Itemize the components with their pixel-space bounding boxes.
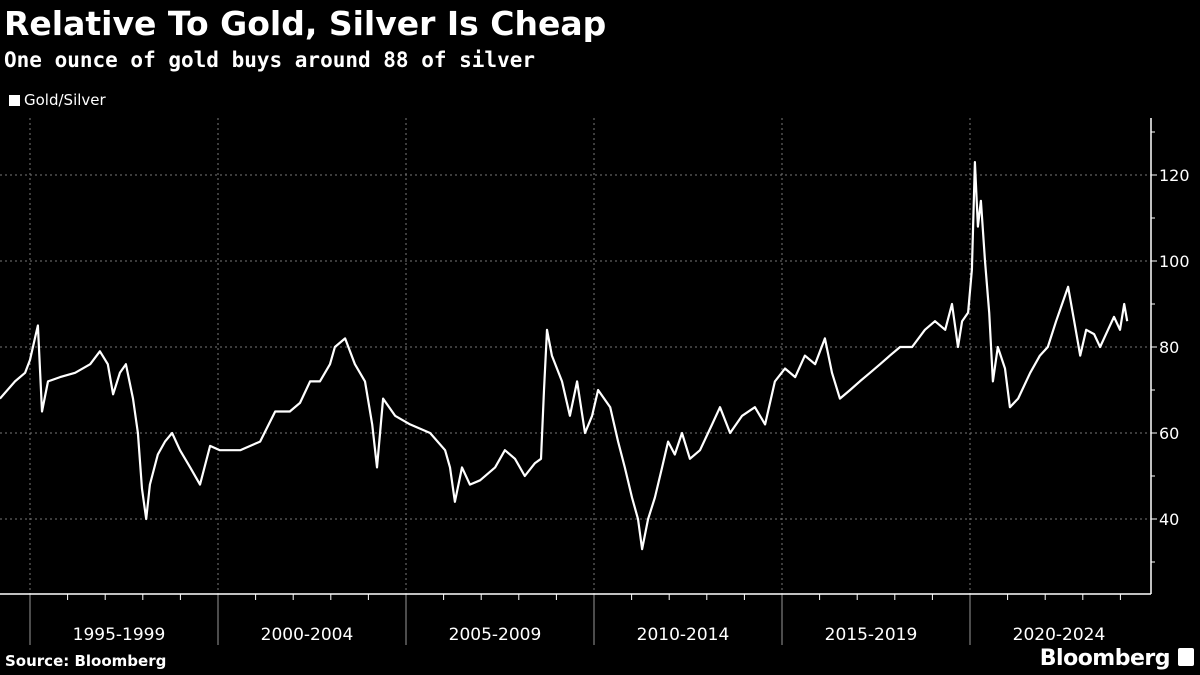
x-group-label: 2005-2009 bbox=[449, 625, 542, 645]
legend-swatch bbox=[9, 94, 20, 106]
y-tick-label: 60 bbox=[1159, 424, 1179, 443]
x-group-label: 2010-2014 bbox=[637, 625, 730, 645]
y-tick-label: 40 bbox=[1159, 510, 1179, 529]
x-group-label: 2000-2004 bbox=[261, 625, 354, 645]
x-group-label: 2020-2024 bbox=[1013, 625, 1106, 645]
bloomberg-logo: Bloomberg bbox=[1039, 646, 1171, 671]
series-line-gold-silver bbox=[0, 161, 1129, 551]
chart-title: Relative To Gold, Silver Is Cheap bbox=[4, 4, 607, 43]
source-note: Source: Bloomberg bbox=[5, 652, 167, 670]
axes: 40 60 80 100 120 1995-1999 2000-2004 2005-2009 2… bbox=[0, 118, 1190, 645]
chart-subtitle: One ounce of gold buys around 88 of silv… bbox=[4, 48, 536, 72]
legend: Gold/Silver bbox=[9, 91, 106, 109]
y-tick-label: 120 bbox=[1159, 166, 1190, 185]
grid bbox=[0, 118, 1151, 594]
x-group-label: 1995-1999 bbox=[73, 625, 166, 645]
x-group-label: 2015-2019 bbox=[825, 625, 918, 645]
legend-label: Gold/Silver bbox=[24, 91, 106, 109]
bloomberg-chart-icon bbox=[1178, 648, 1194, 666]
series bbox=[0, 161, 1129, 551]
y-tick-label: 100 bbox=[1159, 252, 1190, 271]
y-tick-label: 80 bbox=[1159, 338, 1179, 357]
